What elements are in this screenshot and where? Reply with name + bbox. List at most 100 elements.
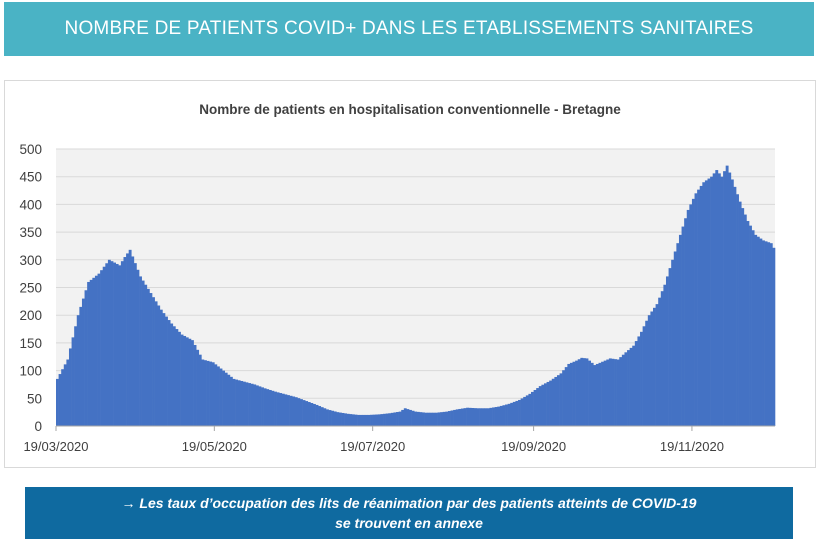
bar <box>434 412 438 426</box>
bar <box>492 407 495 426</box>
bar <box>180 334 184 426</box>
bar <box>453 409 457 426</box>
x-tick-label: 19/11/2020 <box>660 439 724 454</box>
bar <box>328 410 332 426</box>
bar <box>403 408 407 426</box>
bar <box>344 413 348 426</box>
bar <box>377 414 381 426</box>
bar <box>684 218 688 426</box>
bar <box>676 243 680 426</box>
bar <box>569 362 573 426</box>
bar <box>489 407 493 426</box>
bar <box>364 414 368 426</box>
y-tick-label: 450 <box>19 170 42 185</box>
bar <box>764 241 768 426</box>
bar <box>227 374 231 426</box>
bar <box>320 407 324 426</box>
bar <box>518 399 521 426</box>
x-tick-label: 19/03/2020 <box>23 439 88 454</box>
bar <box>216 366 220 426</box>
bar <box>650 311 654 426</box>
bar <box>175 329 179 426</box>
bar <box>442 411 446 426</box>
bar <box>580 357 584 426</box>
bar <box>367 414 371 426</box>
bar <box>87 281 91 426</box>
bar <box>585 358 589 426</box>
bar <box>479 408 482 426</box>
bar <box>294 397 298 426</box>
bar <box>193 344 197 426</box>
bar <box>229 376 233 426</box>
bar <box>697 189 701 426</box>
bar <box>331 410 335 426</box>
bar <box>289 395 293 426</box>
y-tick-label: 100 <box>19 364 42 379</box>
bar <box>165 316 168 426</box>
bar <box>746 221 750 426</box>
bar <box>510 402 514 426</box>
bar <box>126 253 129 426</box>
bar <box>196 349 200 426</box>
bar <box>414 411 418 426</box>
bar <box>58 374 62 426</box>
bar <box>668 268 672 426</box>
bar <box>606 359 610 426</box>
bar <box>74 326 78 426</box>
bar <box>118 265 122 426</box>
bar <box>357 414 360 426</box>
bar <box>152 297 155 426</box>
bar <box>172 326 176 426</box>
bar <box>502 405 506 426</box>
bar <box>466 407 470 426</box>
bar <box>494 407 498 426</box>
bar <box>123 257 127 426</box>
bar <box>749 225 752 426</box>
bar <box>307 402 311 426</box>
bar <box>375 414 379 426</box>
bar <box>715 170 719 426</box>
bar <box>359 414 363 426</box>
bar <box>621 354 625 426</box>
annex-note-line2: se trouvent en annexe <box>335 515 483 531</box>
bar <box>274 391 277 426</box>
bar <box>554 376 558 426</box>
bar <box>281 393 285 426</box>
bar <box>564 367 568 426</box>
bar <box>624 352 628 426</box>
bar <box>351 414 355 426</box>
bar <box>634 341 638 426</box>
bar <box>611 358 615 426</box>
bar <box>455 409 459 426</box>
y-tick-label: 350 <box>19 225 42 240</box>
bar <box>349 414 353 426</box>
bar <box>333 411 337 426</box>
bar <box>427 412 431 426</box>
bar <box>458 408 462 426</box>
bar <box>276 392 280 426</box>
bar <box>559 373 563 426</box>
bar <box>79 306 83 426</box>
bar <box>743 214 747 426</box>
bar <box>214 364 218 426</box>
bar <box>543 383 547 426</box>
bar <box>647 315 651 426</box>
bar <box>629 347 633 426</box>
bar <box>84 290 88 426</box>
bar <box>250 383 254 426</box>
bar <box>209 361 213 426</box>
x-tick-label: 19/07/2020 <box>340 439 405 454</box>
y-tick-label: 200 <box>19 308 42 323</box>
bar <box>338 412 342 426</box>
bar <box>762 240 765 426</box>
bar <box>473 408 477 426</box>
bar <box>61 369 65 426</box>
bar <box>432 412 436 426</box>
bar <box>447 411 451 426</box>
bar <box>572 361 576 426</box>
bar <box>614 359 617 426</box>
chart-svg: 0 50 100 150 200 250 300 350 400 450 500 19/03/2020… <box>19 142 776 454</box>
bar <box>92 277 96 426</box>
bar <box>460 408 464 426</box>
bar <box>471 407 475 426</box>
